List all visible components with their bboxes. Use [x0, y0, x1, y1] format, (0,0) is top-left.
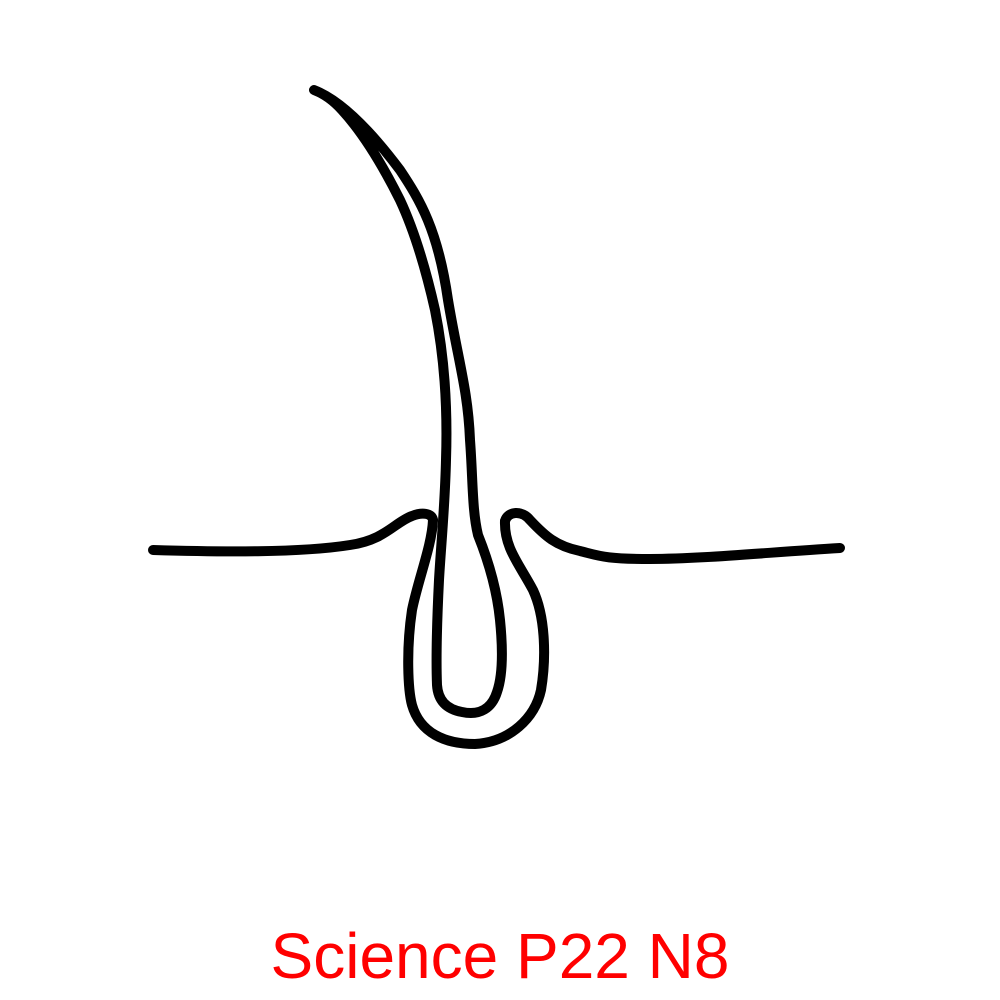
hair-shaft: [309, 85, 507, 718]
follicle-sheath: [403, 515, 550, 749]
skin-surface-left: [148, 508, 438, 557]
figure-caption: Science P22 N8: [270, 920, 730, 992]
skin-surface-right: [500, 508, 845, 564]
